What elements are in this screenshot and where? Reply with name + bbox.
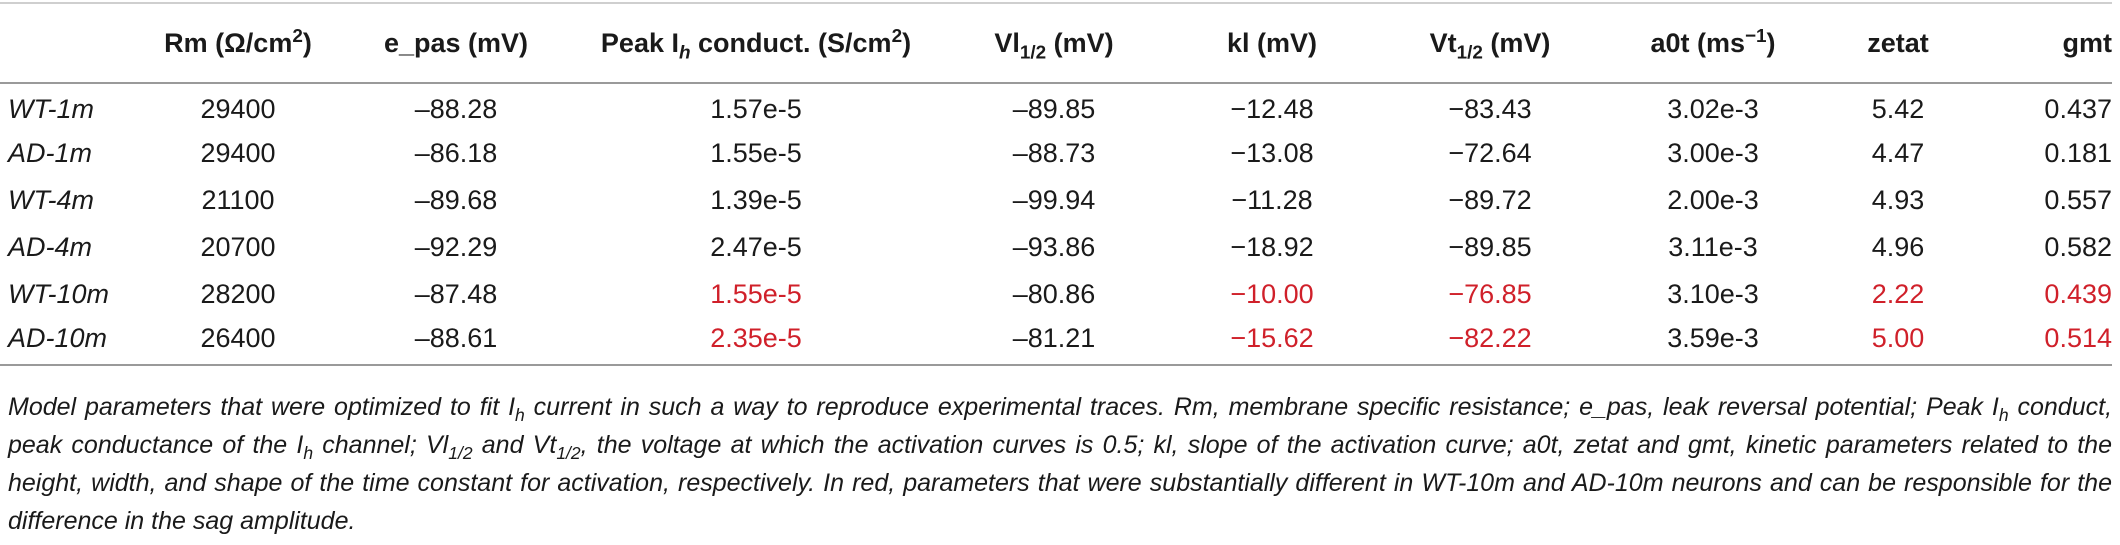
cell-rm: 28200 [200,279,276,309]
cell-vt-half-highlighted: −82.22 [1372,318,1608,366]
cell-a0t: 3.02e-3 [1667,93,1759,124]
header-e-pas: e_pas (mV) [336,2,576,84]
cell-rm: 29400 [200,138,276,168]
cell-e-pas: –92.29 [414,232,498,262]
cell-rm: 26400 [140,318,336,366]
table-row: AD-10m 26400 –88.61 2.35e-5 –81.21 −15.6… [0,318,2112,366]
cell-rm: 29400 [200,93,276,124]
header-zetat: zetat [1818,2,1978,84]
cell-kl-highlighted: −15.62 [1172,318,1372,366]
cell-gmt-highlighted: 0.514 [1978,318,2112,366]
cell-gmt: 0.181 [2044,138,2112,168]
cell-zetat-highlighted: 5.00 [1818,318,1978,366]
cell-e-pas: –86.18 [414,138,498,168]
cell-vt-half-highlighted: −76.85 [1448,279,1532,309]
cell-zetat: 4.96 [1871,232,1925,262]
cell-e-pas: –87.48 [414,279,498,309]
cell-zetat: 5.42 [1871,93,1925,124]
header-gmt: gmt [1978,2,2112,84]
cell-zetat: 4.47 [1871,138,1925,168]
table-row: AD-1m 29400 –86.18 1.55e-5 –88.73 −13.08… [0,130,2112,177]
cell-a0t: 3.59e-3 [1608,318,1818,366]
cell-a0t: 3.10e-3 [1667,279,1759,309]
cell-a0t: 3.00e-3 [1667,138,1759,168]
cell-peak-conduct: 1.57e-5 [710,93,802,124]
row-label: AD-1m [8,138,93,168]
cell-peak-conduct-highlighted: 1.55e-5 [710,279,802,309]
cell-a0t: 3.11e-3 [1668,232,1758,262]
cell-kl-highlighted: −10.00 [1230,279,1314,309]
table-row: WT-10m 28200 –87.48 1.55e-5 –80.86 −10.0… [0,271,2112,318]
header-vl-half: Vl1/2 (mV) [936,2,1172,84]
table-caption: Model parameters that were optimized to … [8,393,2113,535]
cell-vl-half: –93.86 [1012,232,1096,262]
cell-e-pas: –88.28 [414,93,498,124]
cell-gmt: 0.582 [2044,232,2112,262]
cell-peak-conduct: 2.47e-5 [710,232,802,262]
cell-zetat: 4.93 [1871,185,1925,215]
cell-kl: −18.92 [1230,232,1314,262]
cell-gmt: 0.557 [2044,185,2112,215]
cell-vl-half: –99.94 [1012,185,1096,215]
cell-kl: −13.08 [1230,138,1314,168]
header-corner [0,2,140,84]
cell-a0t: 2.00e-3 [1667,185,1759,215]
cell-gmt: 0.437 [2044,93,2112,124]
table-row: WT-4m 21100 –89.68 1.39e-5 –99.94 −11.28… [0,177,2112,224]
table-row: AD-4m 20700 –92.29 2.47e-5 –93.86 −18.92… [0,224,2112,271]
cell-gmt-highlighted: 0.439 [2044,279,2112,309]
header-vt-half: Vt1/2 (mV) [1372,2,1608,84]
header-peak-conduct: Peak Ih conduct. (S/cm2) [576,2,936,84]
cell-vt-half: −72.64 [1448,138,1532,168]
header-row: Rm (Ω/cm2) e_pas (mV) Peak Ih conduct. (… [0,2,2112,84]
row-label: WT-4m [8,185,94,215]
cell-vl-half: –80.86 [1012,279,1096,309]
cell-vl-half: –89.85 [1012,93,1096,124]
cell-zetat-highlighted: 2.22 [1871,279,1925,309]
parameters-table: Rm (Ω/cm2) e_pas (mV) Peak Ih conduct. (… [0,2,2112,366]
header-rm: Rm (Ω/cm2) [140,2,336,84]
cell-rm: 20700 [200,232,276,262]
row-label: WT-10m [8,279,110,309]
cell-kl: −12.48 [1230,93,1314,124]
table-row: WT-1m 29400 –88.28 1.57e-5 –89.85 −12.48… [0,83,2112,130]
cell-vl-half: –88.73 [1012,138,1096,168]
cell-e-pas: –89.68 [414,185,498,215]
row-label: AD-4m [8,232,93,262]
cell-rm: 21100 [201,185,275,215]
cell-e-pas: –88.61 [336,318,576,366]
cell-vt-half: −83.43 [1448,93,1532,124]
cell-peak-conduct-highlighted: 2.35e-5 [576,318,936,366]
cell-vt-half: −89.72 [1448,185,1532,215]
cell-peak-conduct: 1.55e-5 [710,138,802,168]
cell-vl-half: –81.21 [936,318,1172,366]
cell-kl: −11.28 [1231,185,1313,215]
header-a0t: a0t (ms−1) [1608,2,1818,84]
header-kl: kl (mV) [1172,2,1372,84]
row-label: AD-10m [0,318,140,366]
row-label: WT-1m [8,93,94,124]
cell-peak-conduct: 1.39e-5 [710,185,802,215]
cell-vt-half: −89.85 [1448,232,1532,262]
